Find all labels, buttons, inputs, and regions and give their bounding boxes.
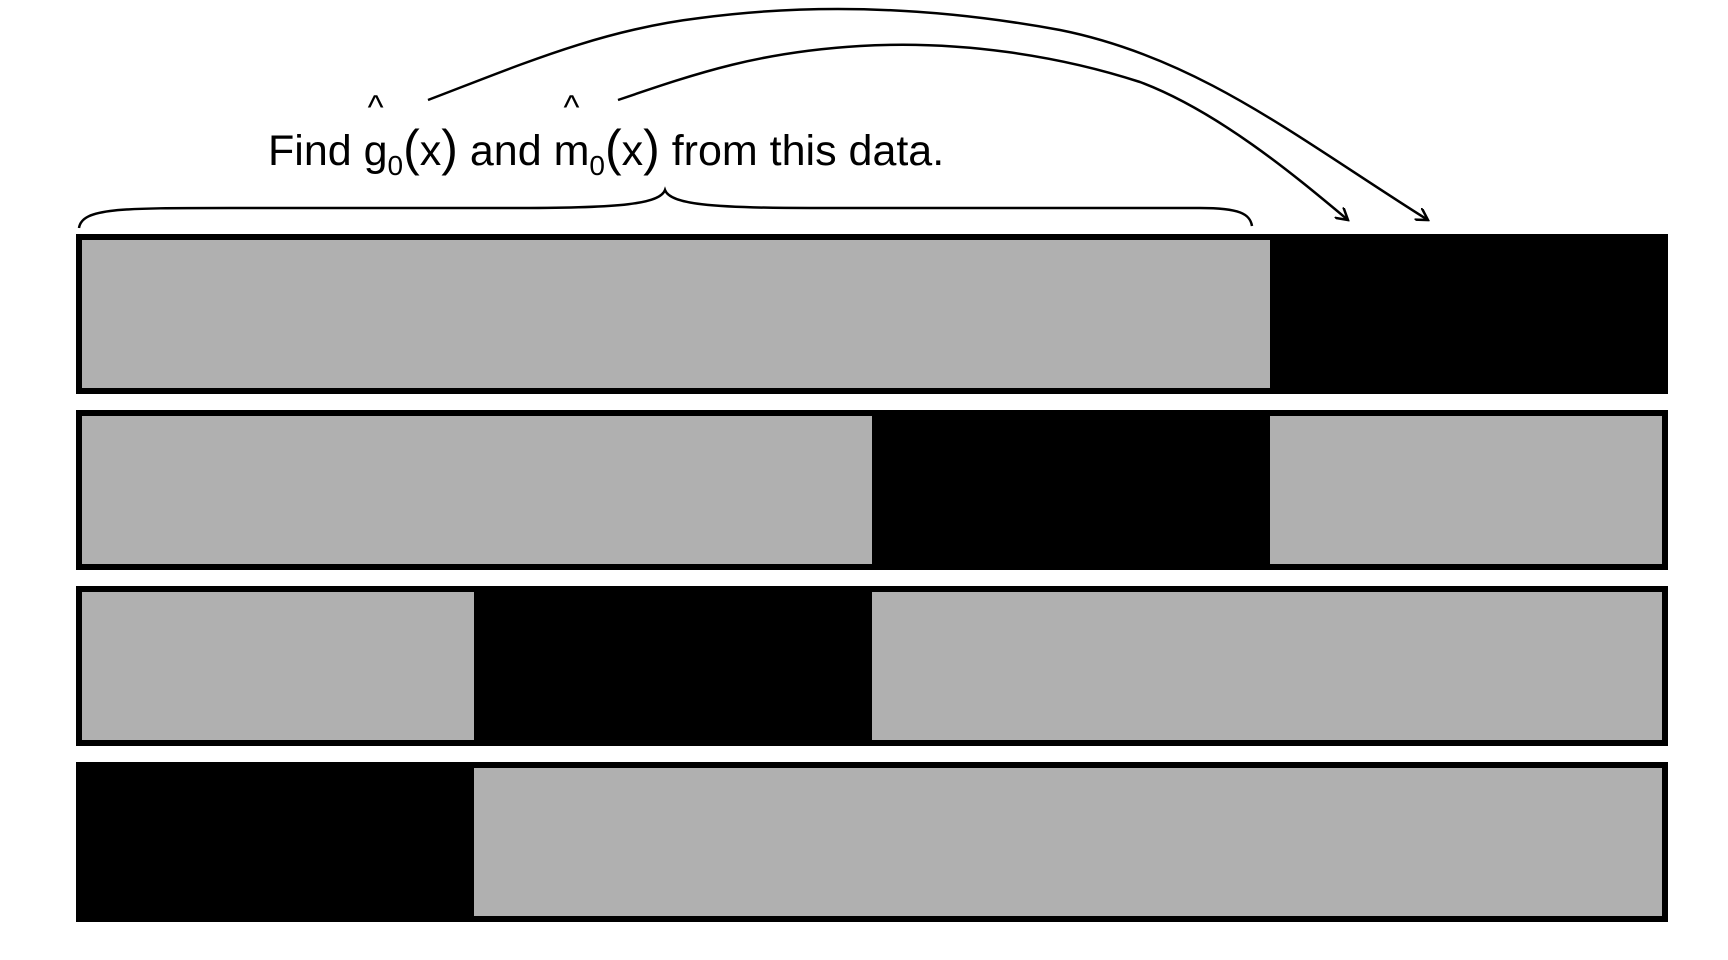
arrow-m0 — [617, 43, 1348, 220]
fold-row-4 — [76, 762, 1668, 922]
held-out-segment — [872, 410, 1270, 570]
m-close-paren: ) — [643, 120, 660, 176]
fold-row-3 — [76, 586, 1668, 746]
g-hat: ^ — [367, 89, 384, 127]
brace — [77, 186, 1254, 229]
training-segment — [82, 592, 474, 740]
g-hat-symbol: ^ g — [363, 89, 388, 175]
training-segment — [1270, 416, 1662, 564]
g-close-paren: ) — [441, 120, 458, 176]
caption-connector: and — [457, 127, 554, 175]
g-open-paren: ( — [403, 120, 420, 176]
fold-row-2 — [76, 410, 1668, 570]
caption-tail: from this data. — [659, 127, 945, 175]
training-segment — [872, 592, 1662, 740]
training-segment — [82, 240, 1270, 388]
m-hat-symbol: ^ m — [553, 89, 590, 175]
g-subscript: 0 — [387, 150, 404, 181]
fold-rows — [76, 234, 1668, 922]
m-subscript: 0 — [589, 150, 605, 181]
arrow-g0 — [427, 7, 1428, 220]
m-open-paren: ( — [604, 120, 622, 176]
held-out-segment — [474, 586, 872, 746]
training-segment — [474, 768, 1662, 916]
held-out-segment — [76, 762, 474, 922]
caption-lead: Find — [268, 127, 364, 175]
m-argument: x — [621, 127, 644, 175]
m-hat: ^ — [563, 89, 580, 127]
held-out-segment — [1270, 234, 1668, 394]
g-argument: x — [419, 127, 442, 175]
caption-text: Find ^ g0(x) and ^ m0(x) from this data. — [268, 89, 945, 181]
training-segment — [82, 416, 872, 564]
fold-row-1 — [76, 234, 1668, 394]
